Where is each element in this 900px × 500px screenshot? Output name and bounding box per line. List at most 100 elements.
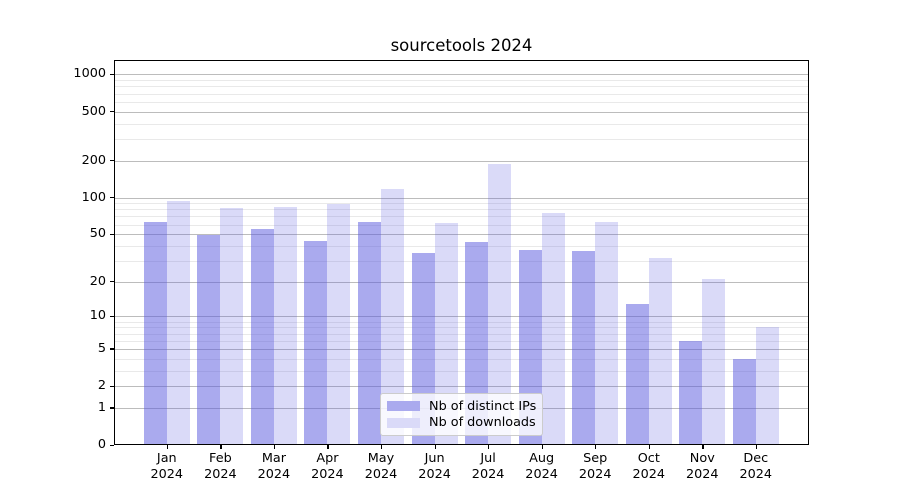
y-tick-label: 5 — [97, 340, 106, 356]
legend-label-downloads: Nb of downloads — [429, 415, 536, 431]
bar-distinct-ips-mar — [250, 229, 274, 445]
x-tick-label: Feb 2024 — [204, 451, 237, 482]
gridline-minor — [114, 321, 808, 323]
gridline-minor — [114, 245, 808, 247]
y-tick-label: 1 — [97, 399, 106, 415]
y-tick-mark — [110, 281, 114, 283]
x-tick-label: Oct 2024 — [632, 451, 666, 482]
x-tick-mark — [327, 445, 329, 449]
x-tick-label: Mar 2024 — [257, 451, 291, 482]
bar-distinct-ips-apr — [304, 240, 328, 445]
legend-swatch-distinct-ips — [387, 401, 420, 412]
gridline-major — [114, 111, 808, 113]
x-tick-mark — [273, 445, 276, 449]
x-tick-mark — [220, 445, 222, 449]
bar-downloads-mar — [273, 206, 297, 445]
y-tick-mark — [110, 197, 114, 199]
gridline-major — [114, 197, 808, 199]
gridline-major — [114, 281, 808, 283]
x-tick-label: Aug 2024 — [525, 451, 558, 482]
y-tick-mark — [110, 385, 114, 387]
bar-distinct-ips-feb — [197, 235, 221, 445]
legend-label-distinct-ips: Nb of distinct IPs — [429, 398, 537, 414]
x-tick-mark — [166, 445, 169, 449]
y-tick-label: 100 — [81, 189, 106, 205]
y-tick-mark — [110, 348, 114, 350]
x-tick-mark — [702, 445, 704, 449]
y-tick-mark — [110, 315, 114, 318]
x-tick-mark — [755, 445, 758, 449]
legend: Nb of distinct IPs Nb of downloads — [380, 393, 543, 436]
x-tick-mark — [541, 445, 543, 449]
gridline-major — [114, 160, 808, 162]
y-tick-mark — [110, 160, 114, 162]
y-tick-mark — [110, 233, 114, 235]
bar-distinct-ips-oct — [625, 303, 649, 445]
y-tick-label: 10 — [89, 308, 106, 324]
y-tick-label: 1000 — [73, 66, 106, 82]
x-tick-label: Nov 2024 — [686, 451, 719, 482]
gridline-major — [114, 348, 808, 350]
bar-distinct-ips-dec — [732, 358, 756, 445]
y-tick-label: 20 — [89, 273, 106, 289]
gridline-minor — [114, 80, 808, 82]
bar-distinct-ips-jan — [143, 221, 167, 445]
bar-distinct-ips-nov — [679, 340, 703, 445]
gridline-minor — [114, 224, 808, 226]
gridline-major — [114, 234, 808, 236]
gridline-minor — [114, 138, 808, 140]
gridline-minor — [114, 101, 808, 103]
bar-downloads-apr — [327, 203, 351, 445]
gridline-major — [114, 386, 808, 388]
x-tick-label: Jan 2024 — [150, 451, 184, 482]
bar-downloads-jul — [488, 163, 512, 445]
y-tick-mark — [110, 73, 114, 76]
gridline-major — [114, 316, 808, 318]
gridline-minor — [114, 209, 808, 211]
legend-item-distinct-ips: Nb of distinct IPs — [387, 398, 537, 414]
bar-downloads-aug — [541, 212, 565, 445]
gridline-minor — [114, 86, 808, 88]
gridline-minor — [114, 358, 808, 360]
gridline-minor — [114, 327, 808, 329]
x-tick-mark — [595, 445, 597, 449]
bar-distinct-ips-sep — [572, 251, 596, 445]
x-tick-mark — [381, 445, 383, 449]
x-tick-label: Sep 2024 — [578, 451, 612, 482]
chart-title: sourcetools 2024 — [390, 36, 533, 55]
bar-downloads-sep — [595, 221, 619, 445]
x-tick-label: May 2024 — [364, 451, 398, 482]
bar-downloads-may — [381, 188, 404, 445]
x-tick-label: Jun 2024 — [418, 451, 451, 482]
gridline-minor — [114, 370, 808, 372]
x-tick-mark — [488, 445, 490, 449]
x-tick-label: Apr 2024 — [311, 451, 344, 482]
legend-item-downloads: Nb of downloads — [387, 415, 536, 431]
y-tick-mark — [110, 444, 114, 446]
gridline-minor — [114, 216, 808, 218]
x-tick-mark — [434, 445, 436, 449]
gridline-minor — [114, 260, 808, 262]
bar-downloads-nov — [702, 279, 726, 445]
bar-downloads-dec — [755, 327, 779, 445]
y-tick-label: 200 — [81, 152, 106, 168]
y-tick-label: 500 — [81, 103, 106, 119]
bar-downloads-jun — [434, 222, 458, 445]
bar-distinct-ips-may — [358, 221, 381, 445]
y-tick-label: 2 — [97, 378, 106, 394]
x-tick-label: Jul 2024 — [471, 451, 505, 482]
gridline-minor — [114, 93, 808, 95]
bar-downloads-jan — [166, 201, 190, 445]
x-tick-label: Dec 2024 — [739, 451, 773, 482]
y-tick-mark — [110, 111, 114, 113]
gridline-major — [114, 74, 808, 76]
gridline-minor — [114, 203, 808, 205]
legend-swatch-downloads — [387, 417, 420, 428]
bar-downloads-oct — [648, 257, 672, 445]
y-tick-mark — [110, 407, 114, 409]
y-tick-label: 50 — [89, 226, 106, 242]
bar-downloads-feb — [220, 208, 244, 445]
y-tick-label: 0 — [97, 437, 106, 452]
gridline-minor — [114, 123, 808, 125]
